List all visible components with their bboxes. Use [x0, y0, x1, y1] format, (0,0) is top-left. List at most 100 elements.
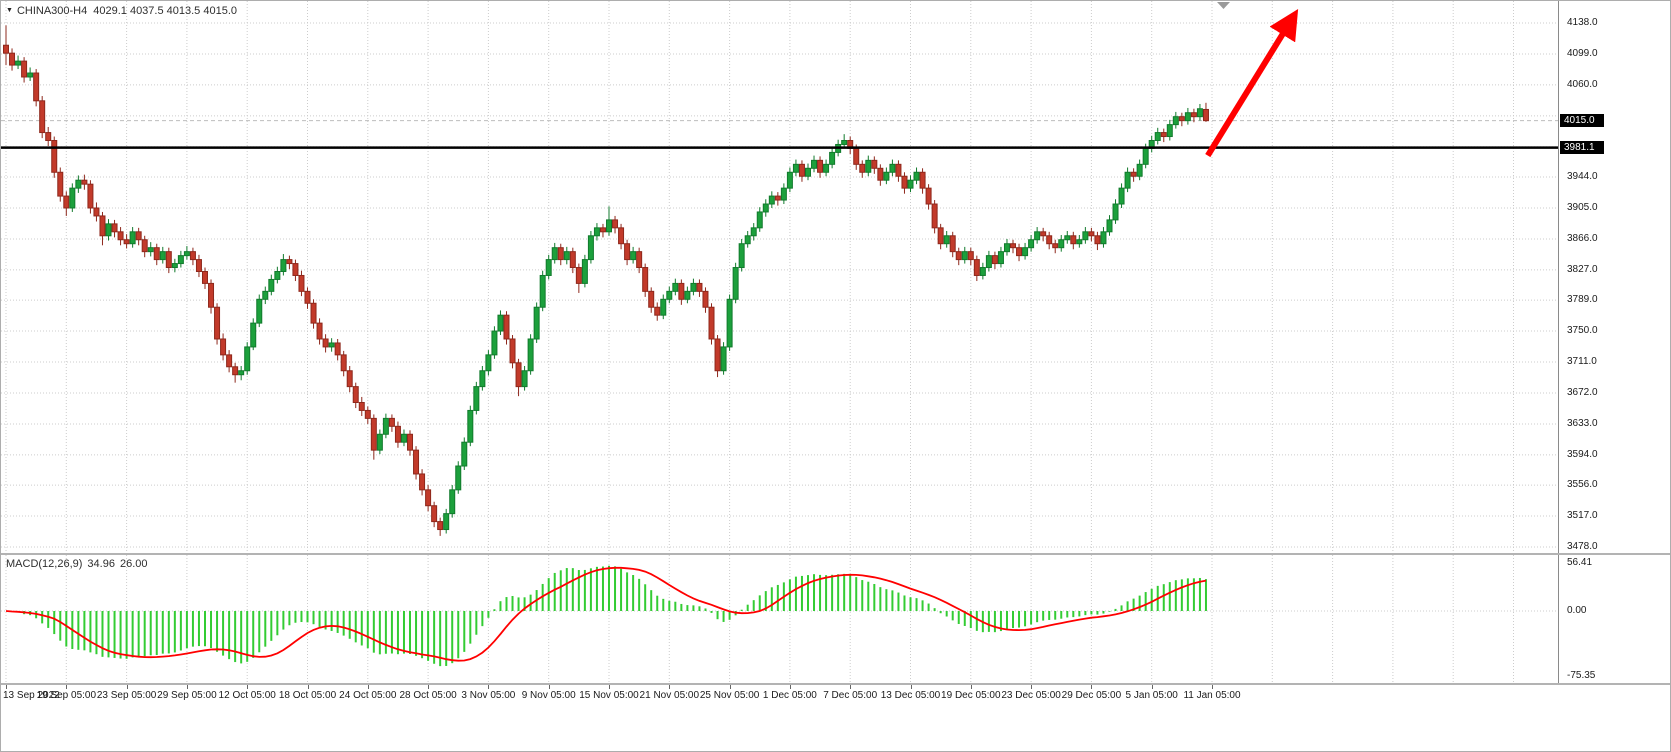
time-axis[interactable]: 13 Sep 2022 19 Sep 05:00 23 Sep 05:00 29 Se…: [1, 685, 1558, 751]
candle: [461, 441, 468, 467]
candle: [551, 247, 558, 261]
candle: [684, 290, 691, 300]
candle: [135, 231, 142, 241]
candle: [1070, 235, 1077, 245]
candle: [364, 409, 371, 419]
candle: [1142, 147, 1149, 165]
candle: [419, 473, 426, 491]
candle: [660, 298, 667, 316]
macd-axis-label: 56.41: [1567, 557, 1593, 568]
candle: [587, 235, 594, 261]
indicator-value-main: 34.96: [87, 558, 115, 570]
candle: [400, 433, 407, 443]
trend-arrow[interactable]: [1205, 8, 1299, 158]
price-axis-label: 4099.0: [1567, 47, 1598, 59]
candle: [943, 235, 950, 245]
candle: [666, 290, 673, 300]
candle: [690, 282, 697, 292]
candle: [1010, 243, 1017, 249]
candle: [997, 251, 1004, 265]
candle: [1136, 163, 1143, 177]
candle: [1016, 247, 1023, 257]
candle: [1202, 108, 1209, 122]
candle: [985, 255, 992, 269]
macd-indicator-pane[interactable]: [1, 555, 1558, 683]
time-axis-label: 29 Sep 05:00: [157, 690, 217, 701]
candle: [316, 322, 323, 340]
time-axis-label: 19 Sep 05:00: [36, 690, 97, 701]
candle: [195, 259, 202, 273]
pane-splitter-bottom[interactable]: [1, 683, 1670, 685]
candle: [732, 267, 739, 300]
price-axis-label: 3672.0: [1567, 386, 1598, 398]
current-price-badge: 4015.0: [1560, 113, 1604, 127]
candle: [503, 314, 510, 340]
candle: [889, 163, 896, 173]
time-axis-label: 11 Jan 05:00: [1183, 690, 1241, 701]
time-axis-label: 13 Sep 2022: [3, 690, 60, 701]
chart-title: ▼ CHINA300-H4 4029.1 4037.5 4013.5 4015.0: [6, 5, 237, 17]
candle: [865, 159, 872, 173]
candle: [823, 163, 830, 173]
candle: [123, 239, 130, 245]
candle: [533, 306, 540, 340]
main-chart-pane[interactable]: [1, 1, 1558, 553]
candle: [21, 60, 28, 78]
candle: [744, 235, 751, 245]
candle: [654, 306, 661, 316]
price-axis-label: 3594.0: [1567, 448, 1598, 460]
time-tick: [186, 685, 188, 689]
time-axis-label: 7 Dec 05:00: [823, 690, 878, 701]
time-tick: [729, 685, 731, 689]
candle: [129, 231, 136, 245]
candle: [991, 255, 998, 265]
candle: [515, 362, 522, 388]
candle: [937, 227, 944, 245]
candle: [979, 267, 986, 276]
candle: [817, 159, 824, 173]
price-axis-label: 3478.0: [1567, 541, 1598, 552]
candle: [3, 44, 9, 54]
candle: [678, 282, 685, 300]
candle: [738, 243, 745, 269]
candle: [449, 489, 456, 515]
candle: [798, 163, 805, 177]
time-tick: [488, 685, 490, 689]
candle: [949, 235, 956, 253]
candle: [286, 259, 293, 265]
candle: [1130, 171, 1137, 177]
price-axis-label: 3556.0: [1567, 479, 1598, 491]
time-tick: [66, 685, 68, 689]
candle: [648, 290, 655, 308]
time-tick: [1031, 685, 1033, 689]
candle: [630, 251, 637, 261]
time-tick: [1091, 685, 1093, 689]
candle: [1118, 187, 1125, 205]
candle: [811, 159, 818, 169]
candle: [322, 338, 329, 348]
candle: [1046, 235, 1053, 245]
price-axis[interactable]: 4015.0 3981.1 4138.0 4099.0 4060.0 3944.0 39…: [1558, 1, 1670, 685]
time-axis-label: 9 Nov 05:00: [521, 690, 576, 701]
candle: [310, 302, 317, 324]
main-grid: [1, 1, 1558, 553]
candle: [955, 251, 962, 261]
chart-shift-marker-icon: [1217, 2, 1230, 9]
candle: [382, 417, 389, 435]
candle: [925, 187, 932, 205]
candle: [208, 282, 215, 308]
candle: [931, 203, 938, 229]
candle: [358, 402, 365, 411]
candle: [961, 251, 968, 261]
candle: [756, 211, 763, 229]
candle: [340, 354, 347, 372]
macd-axis-label: -75.35: [1567, 670, 1596, 681]
candle: [1112, 203, 1119, 221]
candle: [509, 338, 516, 364]
candle: [841, 140, 848, 145]
candle: [762, 203, 769, 213]
candle: [539, 274, 546, 308]
pane-splitter[interactable]: [1, 553, 1670, 555]
time-axis-label: 21 Nov 05:00: [639, 690, 700, 701]
